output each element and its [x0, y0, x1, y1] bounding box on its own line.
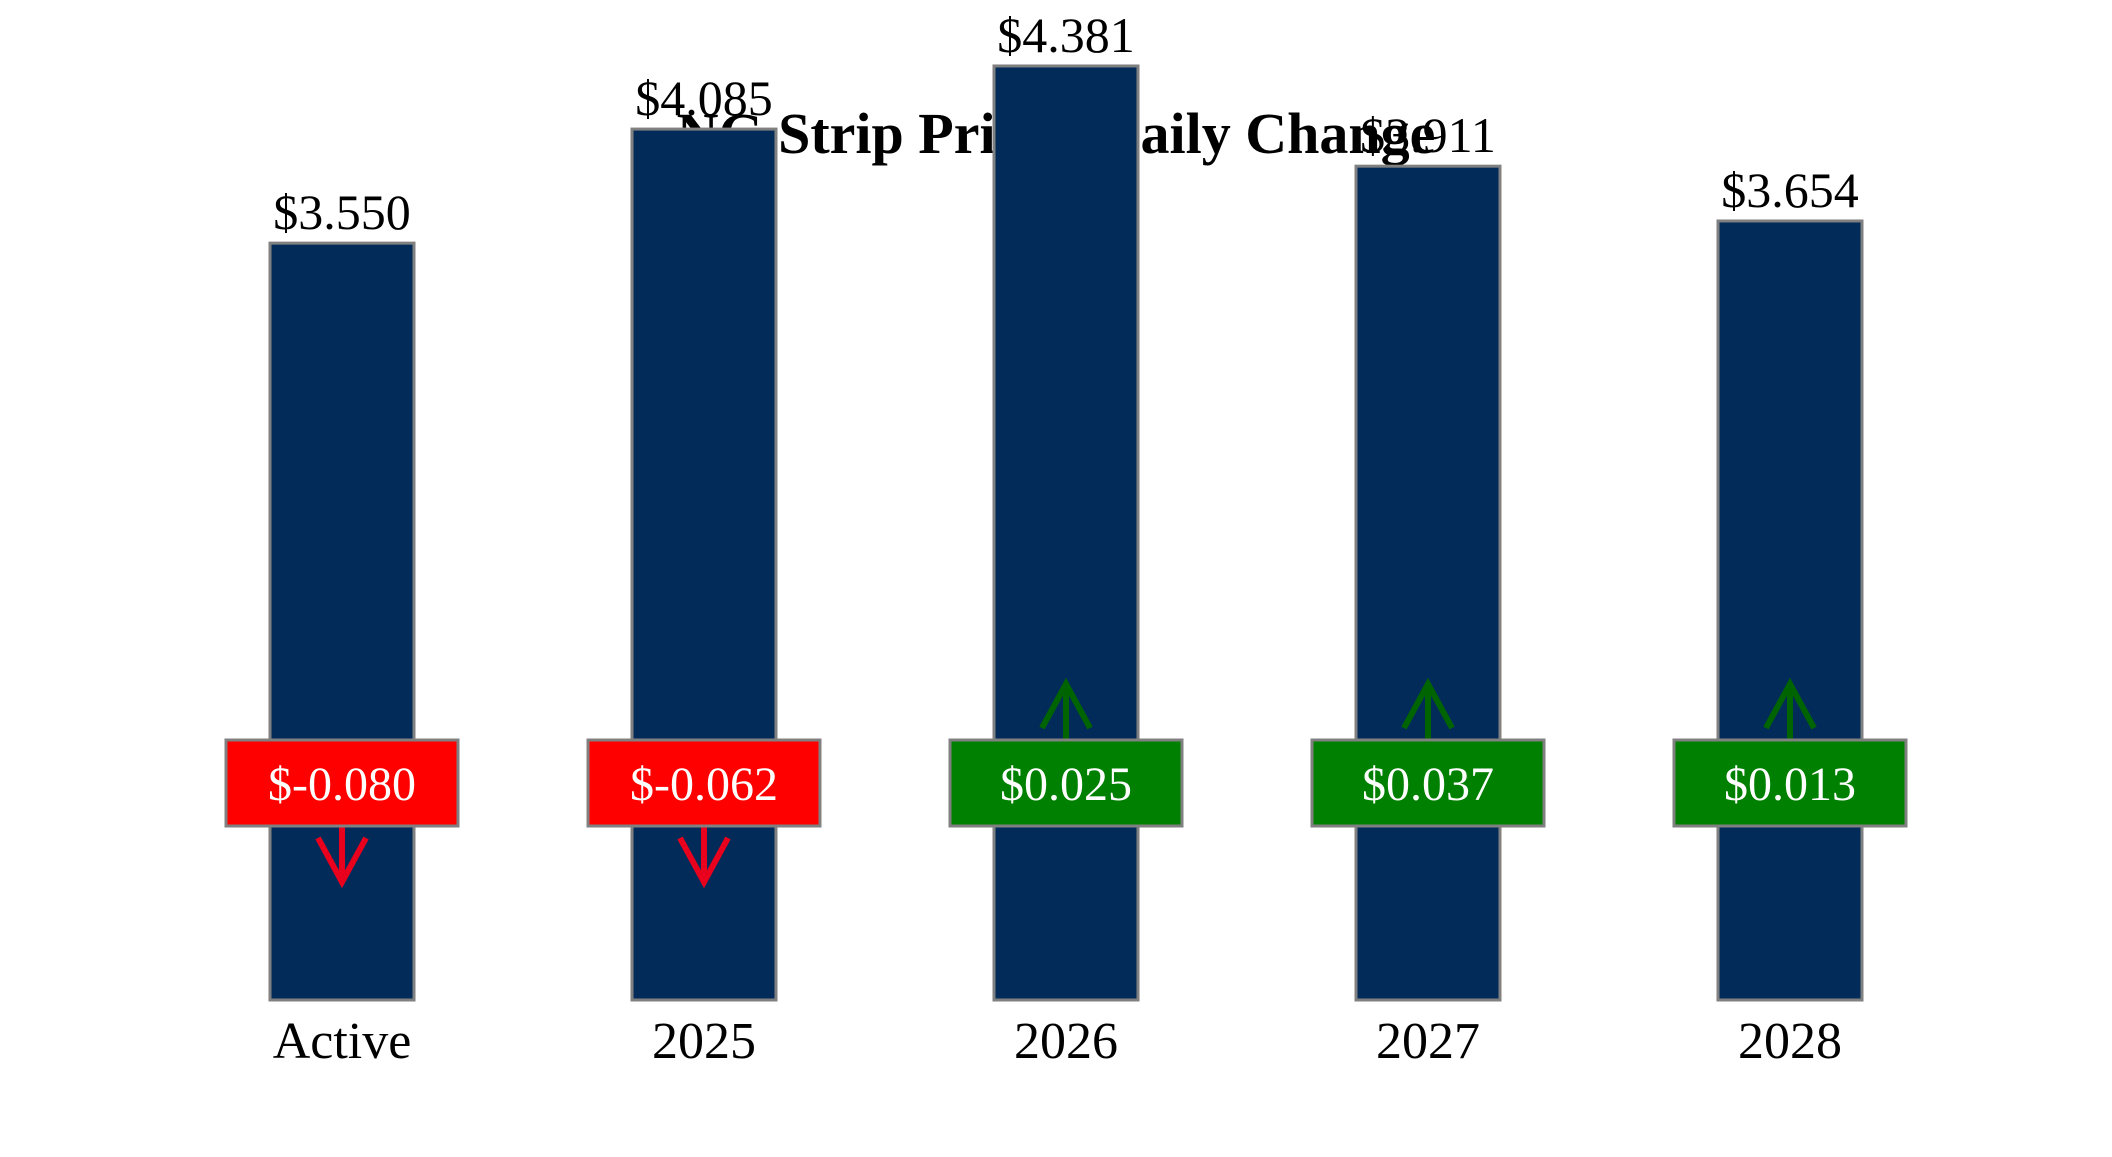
change-badge-4 [1310, 738, 1546, 828]
arrow-down-icon-1 [315, 826, 369, 889]
category-label-3: 2026 [1014, 1013, 1118, 1070]
chart-marks: $3.550 Active $-0.080 $4.085 2025 $-0.062 $4.3… [224, 7, 1908, 1070]
category-label-4: 2027 [1376, 1013, 1480, 1070]
category-label-1: Active [273, 1013, 412, 1070]
change-label-1: $-0.080 [268, 758, 416, 811]
value-label-4: $3.911 [1360, 107, 1496, 163]
arrow-up-icon-4 [1401, 677, 1455, 740]
arrow-up-icon-5 [1763, 677, 1817, 740]
value-label-5: $3.654 [1721, 162, 1859, 218]
change-badge-2 [586, 738, 822, 828]
change-badge-1 [224, 738, 460, 828]
value-label-3: $4.381 [997, 7, 1135, 63]
category-label-2: 2025 [652, 1013, 756, 1070]
change-badge-5 [1672, 738, 1908, 828]
bar-4 [1354, 164, 1502, 1002]
arrow-down-icon-2 [677, 826, 731, 889]
bar-5 [1716, 219, 1864, 1002]
value-label-2: $4.085 [635, 70, 773, 126]
arrow-up-icon-3 [1039, 677, 1093, 740]
change-label-2: $-0.062 [630, 758, 778, 811]
value-label-1: $3.550 [273, 184, 411, 240]
change-label-3: $0.025 [1000, 758, 1132, 811]
category-label-5: 2028 [1738, 1013, 1842, 1070]
change-badge-3 [948, 738, 1184, 828]
bar-3 [992, 64, 1140, 1002]
change-label-4: $0.037 [1362, 758, 1494, 811]
change-label-5: $0.013 [1724, 758, 1856, 811]
